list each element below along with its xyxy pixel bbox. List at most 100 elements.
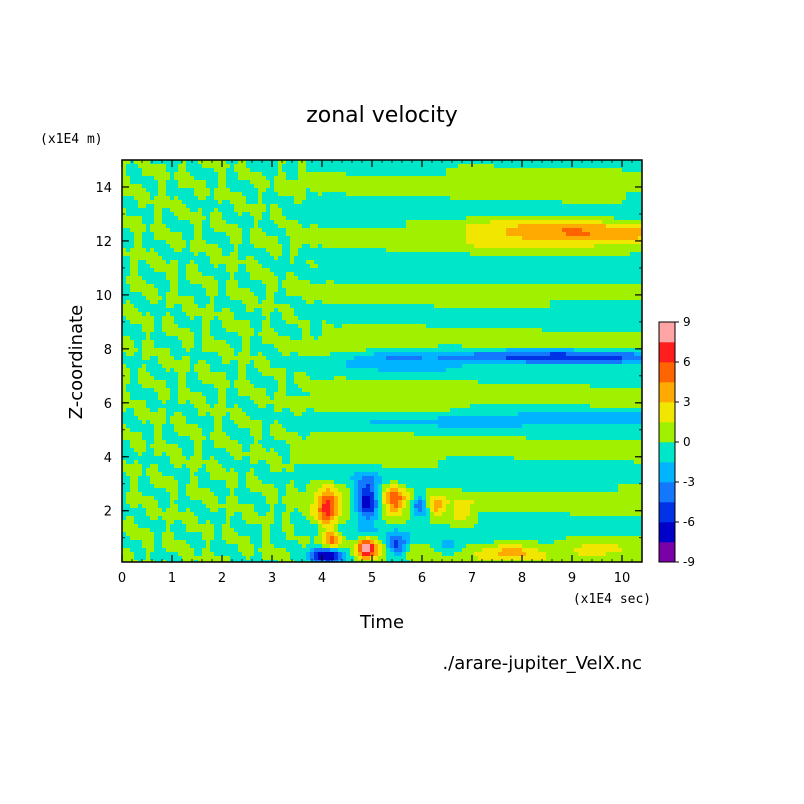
heatmap-cell xyxy=(278,336,283,341)
heatmap-cell xyxy=(250,464,255,469)
heatmap-cell xyxy=(214,364,219,369)
heatmap-cell xyxy=(238,492,243,497)
heatmap-cell xyxy=(314,524,319,529)
heatmap-cell xyxy=(298,504,303,509)
heatmap-cell xyxy=(150,532,155,537)
heatmap-cell xyxy=(134,480,139,485)
heatmap-cell xyxy=(170,260,175,265)
heatmap-cell xyxy=(198,560,203,562)
heatmap-cell xyxy=(190,172,195,177)
heatmap-cell xyxy=(258,204,263,209)
heatmap-cell xyxy=(150,244,155,249)
heatmap-cell xyxy=(146,172,151,177)
heatmap-cell xyxy=(218,280,223,285)
heatmap-cell xyxy=(202,160,207,165)
heatmap-cell xyxy=(278,360,283,365)
heatmap-cell xyxy=(202,508,207,513)
heatmap-cell xyxy=(190,388,195,393)
heatmap-cell xyxy=(314,304,319,309)
heatmap-cell xyxy=(206,512,211,517)
heatmap-cell xyxy=(178,528,183,533)
heatmap-cell xyxy=(202,328,207,333)
heatmap-cell xyxy=(274,420,279,425)
heatmap-cell xyxy=(194,440,199,445)
heatmap-cell xyxy=(298,404,303,409)
heatmap-cell xyxy=(318,228,323,233)
heatmap-cell xyxy=(262,496,267,501)
heatmap-cell xyxy=(158,392,163,397)
heatmap-cell xyxy=(162,500,167,505)
heatmap-cell xyxy=(142,200,147,205)
heatmap-cell xyxy=(190,220,195,225)
heatmap-cell xyxy=(254,356,259,361)
heatmap-cell xyxy=(270,532,275,537)
heatmap-cell xyxy=(302,164,307,169)
heatmap-cell xyxy=(218,196,223,201)
heatmap-cell xyxy=(254,460,259,465)
heatmap-cell xyxy=(162,160,167,165)
heatmap-cell xyxy=(242,492,247,497)
heatmap-cell xyxy=(186,220,191,225)
heatmap-cell xyxy=(198,200,203,205)
heatmap-cell xyxy=(186,244,191,249)
heatmap-cell xyxy=(150,304,155,309)
heatmap-cell xyxy=(126,352,131,357)
heatmap-cell xyxy=(170,456,175,461)
heatmap-cell xyxy=(266,556,271,561)
heatmap-cell xyxy=(246,488,251,493)
heatmap-cell xyxy=(262,160,267,165)
heatmap-cell xyxy=(270,436,275,441)
heatmap-cell xyxy=(290,252,295,257)
heatmap-cell xyxy=(174,516,179,521)
heatmap-cell xyxy=(226,176,231,181)
heatmap-cell xyxy=(150,428,155,433)
heatmap-cell xyxy=(134,488,139,493)
heatmap-cell xyxy=(294,220,299,225)
heatmap-cell xyxy=(258,500,263,505)
heatmap-cell xyxy=(222,400,227,405)
heatmap-cell xyxy=(226,380,231,385)
heatmap-cell xyxy=(166,468,171,473)
heatmap-cell xyxy=(234,364,239,369)
heatmap-cell xyxy=(154,188,159,193)
heatmap-cell xyxy=(226,488,231,493)
heatmap-cell xyxy=(214,492,219,497)
heatmap-cell xyxy=(158,512,163,517)
heatmap-cell xyxy=(214,204,219,209)
heatmap-cell xyxy=(314,492,319,497)
heatmap-cell xyxy=(278,488,283,493)
heatmap-cell xyxy=(182,520,187,525)
heatmap-cell xyxy=(314,484,319,489)
heatmap-cell xyxy=(242,228,247,233)
heatmap-cell xyxy=(238,324,243,329)
heatmap-cell xyxy=(222,448,227,453)
heatmap-cell xyxy=(174,400,179,405)
heatmap-cell xyxy=(266,544,271,549)
heatmap-cell xyxy=(254,472,259,477)
heatmap-cell xyxy=(138,536,143,541)
heatmap-cell xyxy=(302,452,307,457)
heatmap-cell xyxy=(230,448,235,453)
heatmap-cell xyxy=(278,556,283,561)
heatmap-cell xyxy=(170,524,175,529)
heatmap-cell xyxy=(310,224,315,229)
heatmap-cell xyxy=(222,380,227,385)
heatmap-cell xyxy=(290,340,295,345)
heatmap-cell xyxy=(194,304,199,309)
heatmap-cell xyxy=(290,536,295,541)
heatmap-cell xyxy=(266,160,271,165)
heatmap-cell xyxy=(298,428,303,433)
heatmap-cell xyxy=(230,192,235,197)
heatmap-cell xyxy=(298,332,303,337)
heatmap-cell xyxy=(266,468,271,473)
heatmap-cell xyxy=(214,340,219,345)
heatmap-cell xyxy=(210,348,215,353)
heatmap-cell xyxy=(302,268,307,273)
heatmap-cell xyxy=(282,248,287,253)
heatmap-cell xyxy=(142,176,147,181)
heatmap-cell xyxy=(162,524,167,529)
heatmap-cell xyxy=(146,308,151,313)
heatmap-cell xyxy=(214,228,219,233)
heatmap-cell xyxy=(226,160,231,165)
heatmap-cell xyxy=(290,180,295,185)
